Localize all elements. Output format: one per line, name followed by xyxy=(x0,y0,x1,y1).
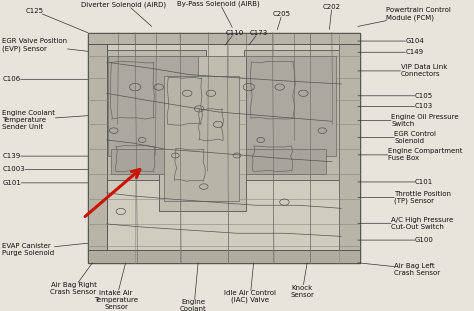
Bar xyxy=(246,56,336,156)
Bar xyxy=(107,50,206,180)
Text: C173: C173 xyxy=(249,30,267,45)
Text: EGR Control
Solenoid: EGR Control Solenoid xyxy=(358,131,437,144)
Text: Engine Oil Pressure
Switch: Engine Oil Pressure Switch xyxy=(358,114,459,127)
Text: C1003: C1003 xyxy=(2,166,88,173)
Text: Air Bag Left
Crash Sensor: Air Bag Left Crash Sensor xyxy=(358,262,440,276)
Text: EGR Valve Position
(EVP) Sensor: EGR Valve Position (EVP) Sensor xyxy=(2,38,88,52)
Text: Intake Air
Temperature
Sensor: Intake Air Temperature Sensor xyxy=(94,263,138,310)
Bar xyxy=(164,76,239,201)
Text: C205: C205 xyxy=(273,11,291,30)
Text: Secondary Air Injection
Diverter Solenoid (AIRD): Secondary Air Injection Diverter Solenoi… xyxy=(81,0,166,26)
Bar xyxy=(339,44,360,263)
Text: G104: G104 xyxy=(358,38,424,44)
Text: C149: C149 xyxy=(358,49,423,55)
Text: Air Bag Right
Crash Sensor: Air Bag Right Crash Sensor xyxy=(50,263,97,295)
Text: Knock
Sensor: Knock Sensor xyxy=(291,263,314,298)
Bar xyxy=(246,149,326,174)
Bar xyxy=(159,56,246,211)
Text: EVAP Canister
Purge Solenoid: EVAP Canister Purge Solenoid xyxy=(2,243,88,256)
Text: C139: C139 xyxy=(2,153,88,159)
Text: A/C High Pressure
Cut-Out Switch: A/C High Pressure Cut-Out Switch xyxy=(358,217,453,230)
Bar xyxy=(88,33,360,44)
Text: C202: C202 xyxy=(323,4,341,30)
Text: Powertrain Control
Module (PCM): Powertrain Control Module (PCM) xyxy=(358,7,451,26)
Bar xyxy=(111,149,192,174)
Text: C106: C106 xyxy=(2,76,88,82)
Text: Engine Coolant
Temperature
Sender Unit: Engine Coolant Temperature Sender Unit xyxy=(2,110,88,130)
Text: G101: G101 xyxy=(2,180,88,186)
Text: C101: C101 xyxy=(358,179,433,185)
Bar xyxy=(88,33,360,263)
Bar xyxy=(108,56,198,156)
Text: Idle Air Control
(IAC) Valve: Idle Air Control (IAC) Valve xyxy=(224,263,276,303)
Text: VIP Data Link
Connectors: VIP Data Link Connectors xyxy=(358,64,447,77)
Bar xyxy=(244,50,339,180)
Text: Engine Compartment
Fuse Box: Engine Compartment Fuse Box xyxy=(358,148,462,161)
Text: G100: G100 xyxy=(358,237,434,243)
Text: Secondary Air Injection
By-Pass Solenoid (AIRB): Secondary Air Injection By-Pass Solenoid… xyxy=(177,0,259,27)
Text: C125: C125 xyxy=(26,8,88,33)
Bar xyxy=(88,250,360,263)
Text: C103: C103 xyxy=(358,103,433,109)
Text: C110: C110 xyxy=(225,30,244,45)
Text: C105: C105 xyxy=(358,93,433,99)
Bar xyxy=(88,44,107,263)
Text: Throttle Position
(TP) Sensor: Throttle Position (TP) Sensor xyxy=(358,191,451,204)
Text: Engine
Coolant
Temperature
Sensor: Engine Coolant Temperature Sensor xyxy=(172,263,215,311)
